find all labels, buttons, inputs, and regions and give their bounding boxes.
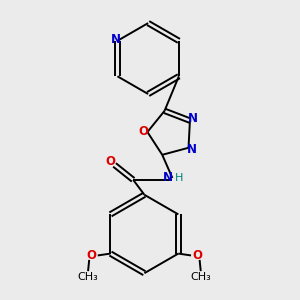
Text: N: N xyxy=(188,112,198,125)
Text: CH₃: CH₃ xyxy=(78,272,98,282)
Text: N: N xyxy=(163,172,173,184)
Text: O: O xyxy=(193,249,203,262)
Text: N: N xyxy=(187,143,196,156)
Text: N: N xyxy=(111,33,121,46)
Text: O: O xyxy=(86,249,96,262)
Text: CH₃: CH₃ xyxy=(190,272,211,282)
Text: O: O xyxy=(105,155,115,168)
Text: O: O xyxy=(139,125,149,139)
Text: H: H xyxy=(175,173,183,183)
